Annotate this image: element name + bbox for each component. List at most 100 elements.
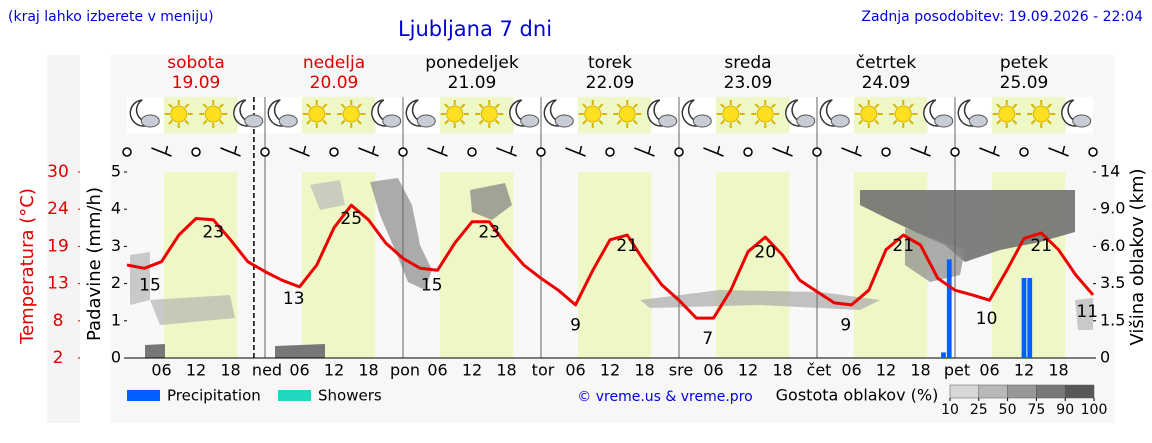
temperature-label: 9 <box>840 316 851 336</box>
sun-ray <box>1030 103 1036 109</box>
y2-axis-label: Višina oblakov (km) <box>1127 168 1148 345</box>
sun-ray <box>770 103 776 109</box>
moon-icon <box>267 99 298 128</box>
x-tick-label: 18 <box>910 361 930 380</box>
temperature-label: 15 <box>421 276 443 296</box>
sun-icon <box>475 100 504 128</box>
x-tick-label: pet <box>944 361 970 380</box>
cloud-area <box>470 183 512 220</box>
wind-calm <box>398 147 408 157</box>
day-name: petek <box>1000 53 1048 73</box>
x-tick-label: 12 <box>600 361 620 380</box>
sun-ray <box>736 119 742 125</box>
wind-calm <box>536 147 546 157</box>
sun-ray <box>168 119 174 125</box>
sun-icon <box>199 100 228 128</box>
sun-ray <box>306 103 312 109</box>
temperature-label: 11 <box>1076 302 1098 322</box>
sun-ray <box>858 103 864 109</box>
temp-tick-label: 30 <box>47 162 69 182</box>
x-tick-label: 12 <box>462 361 482 380</box>
temp-tick-label: 19 <box>47 236 69 256</box>
wind-calm <box>950 147 960 157</box>
wind-barb <box>910 145 931 157</box>
cloud <box>520 114 540 128</box>
wind-barb <box>565 145 586 157</box>
cloud <box>382 114 402 128</box>
wind-barb <box>841 145 862 157</box>
legend-label: Showers <box>318 387 382 405</box>
cloud-area <box>370 178 432 290</box>
y-tick-label: 2 <box>111 273 121 292</box>
x-tick-label: 18 <box>634 361 654 380</box>
update-time: Zadnja posodobitev: 19.09.2026 - 22:04 <box>861 9 1143 25</box>
legend-swatch <box>127 390 160 401</box>
sun-ray <box>996 119 1002 125</box>
sun-ray <box>340 103 346 109</box>
sun-ray <box>218 119 224 125</box>
day-date: 23.09 <box>724 73 773 93</box>
credit: © vreme.us & vreme.pro <box>577 389 752 405</box>
y2-tick-label: 0 <box>1100 348 1110 367</box>
y2-tick-label: 14 <box>1100 162 1120 181</box>
sun-ray <box>736 103 742 109</box>
temperature-label: 15 <box>139 276 161 296</box>
cloud-area <box>310 180 345 210</box>
wind-calm <box>743 147 753 157</box>
moon-icon <box>233 99 264 128</box>
density-tick-label: 50 <box>999 402 1017 418</box>
y-tick-label: 1 <box>111 310 121 329</box>
day-name: nedelja <box>303 53 365 73</box>
sun <box>480 105 498 123</box>
moon-icon <box>647 99 678 128</box>
wind-barb <box>772 145 793 157</box>
cloud <box>830 114 850 128</box>
sun <box>618 105 636 123</box>
cloud-area <box>145 344 165 358</box>
daylight-band <box>715 172 790 358</box>
sun-ray <box>582 119 588 125</box>
density-swatch <box>949 384 980 399</box>
moon-icon <box>923 99 954 128</box>
temperature-label: 21 <box>616 236 638 256</box>
moon-icon <box>681 99 712 128</box>
density-tick-label: 10 <box>941 402 959 418</box>
cloud <box>692 114 712 128</box>
sun-icon <box>751 100 780 128</box>
cloud-density <box>130 178 1093 358</box>
wind-calm <box>1019 147 1029 157</box>
moon-icon <box>819 99 850 128</box>
x-tick-label: 06 <box>841 361 861 380</box>
daylight-bands <box>163 97 1066 358</box>
day-name: sreda <box>724 53 771 73</box>
wind-calm <box>881 147 891 157</box>
density-swatch <box>1007 384 1037 399</box>
temperature-label: 21 <box>1030 236 1052 256</box>
sun-ray <box>1046 103 1052 109</box>
wind-calm <box>812 147 822 157</box>
sun-icon <box>613 100 642 128</box>
wind-calm <box>191 147 201 157</box>
cloud <box>278 114 298 128</box>
sun-ray <box>598 119 604 125</box>
density-tick-label: 100 <box>1081 402 1108 418</box>
wind-calm <box>1088 147 1098 157</box>
wind-calm <box>260 147 270 157</box>
density-tick-label: 25 <box>970 402 988 418</box>
day-date: 19.09 <box>172 73 221 93</box>
precip-bar <box>1021 278 1027 358</box>
moon-icon <box>371 99 402 128</box>
wind-calm <box>329 147 339 157</box>
sun-ray <box>908 119 914 125</box>
y2-tick-label: 3.5 <box>1100 273 1125 292</box>
sun-icon <box>889 100 918 128</box>
cloud <box>1072 114 1092 128</box>
y-tick-label: 4 <box>111 199 121 218</box>
sun-ray <box>892 119 898 125</box>
wind-barb <box>634 145 655 157</box>
temp-tick-label: 8 <box>53 311 64 331</box>
sun <box>756 105 774 123</box>
chart-title: Ljubljana 7 dni <box>398 17 552 41</box>
chart-layer: sobota19.09nedelja20.09ponedeljek21.09to… <box>47 53 1125 418</box>
